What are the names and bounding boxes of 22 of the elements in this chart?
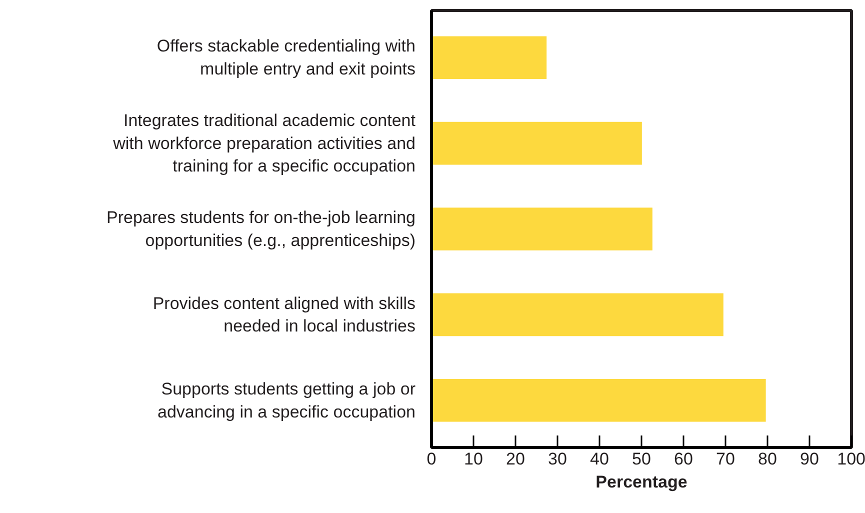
y-tick-label: Integrates traditional academic content with workforce preparation activities and training for a specific occupation [112,111,416,176]
x-tick-label: 70 [716,450,735,468]
x-tick-label: 10 [464,450,483,468]
x-tick-label: 80 [758,450,777,468]
x-tick-label: 20 [506,450,525,468]
y-tick-label: Provides content aligned with skills needed in local industries [152,294,416,336]
y-tick-label: Supports students getting a job or advancing in a specific occupation [158,379,416,422]
bar [432,122,642,165]
bar [432,378,766,422]
bar [432,293,724,336]
bar [432,36,547,80]
x-tick-label: 100 [837,450,865,468]
x-tick-label: 0 [426,450,436,468]
x-tick-label: 40 [590,450,609,468]
x-axis-title: Percentage [596,472,688,492]
x-tick-label: 30 [548,450,567,468]
x-tick-label: 60 [674,450,693,468]
y-tick-label: Prepares students for on-the-job learning opportunities (e.g., apprenticeships) [106,208,416,250]
bar [432,208,652,250]
x-tick-label: 90 [800,450,819,468]
x-tick-label: 50 [632,450,651,468]
y-tick-label: Offers stackable credentialing with multiple entry and exit points [156,36,416,79]
